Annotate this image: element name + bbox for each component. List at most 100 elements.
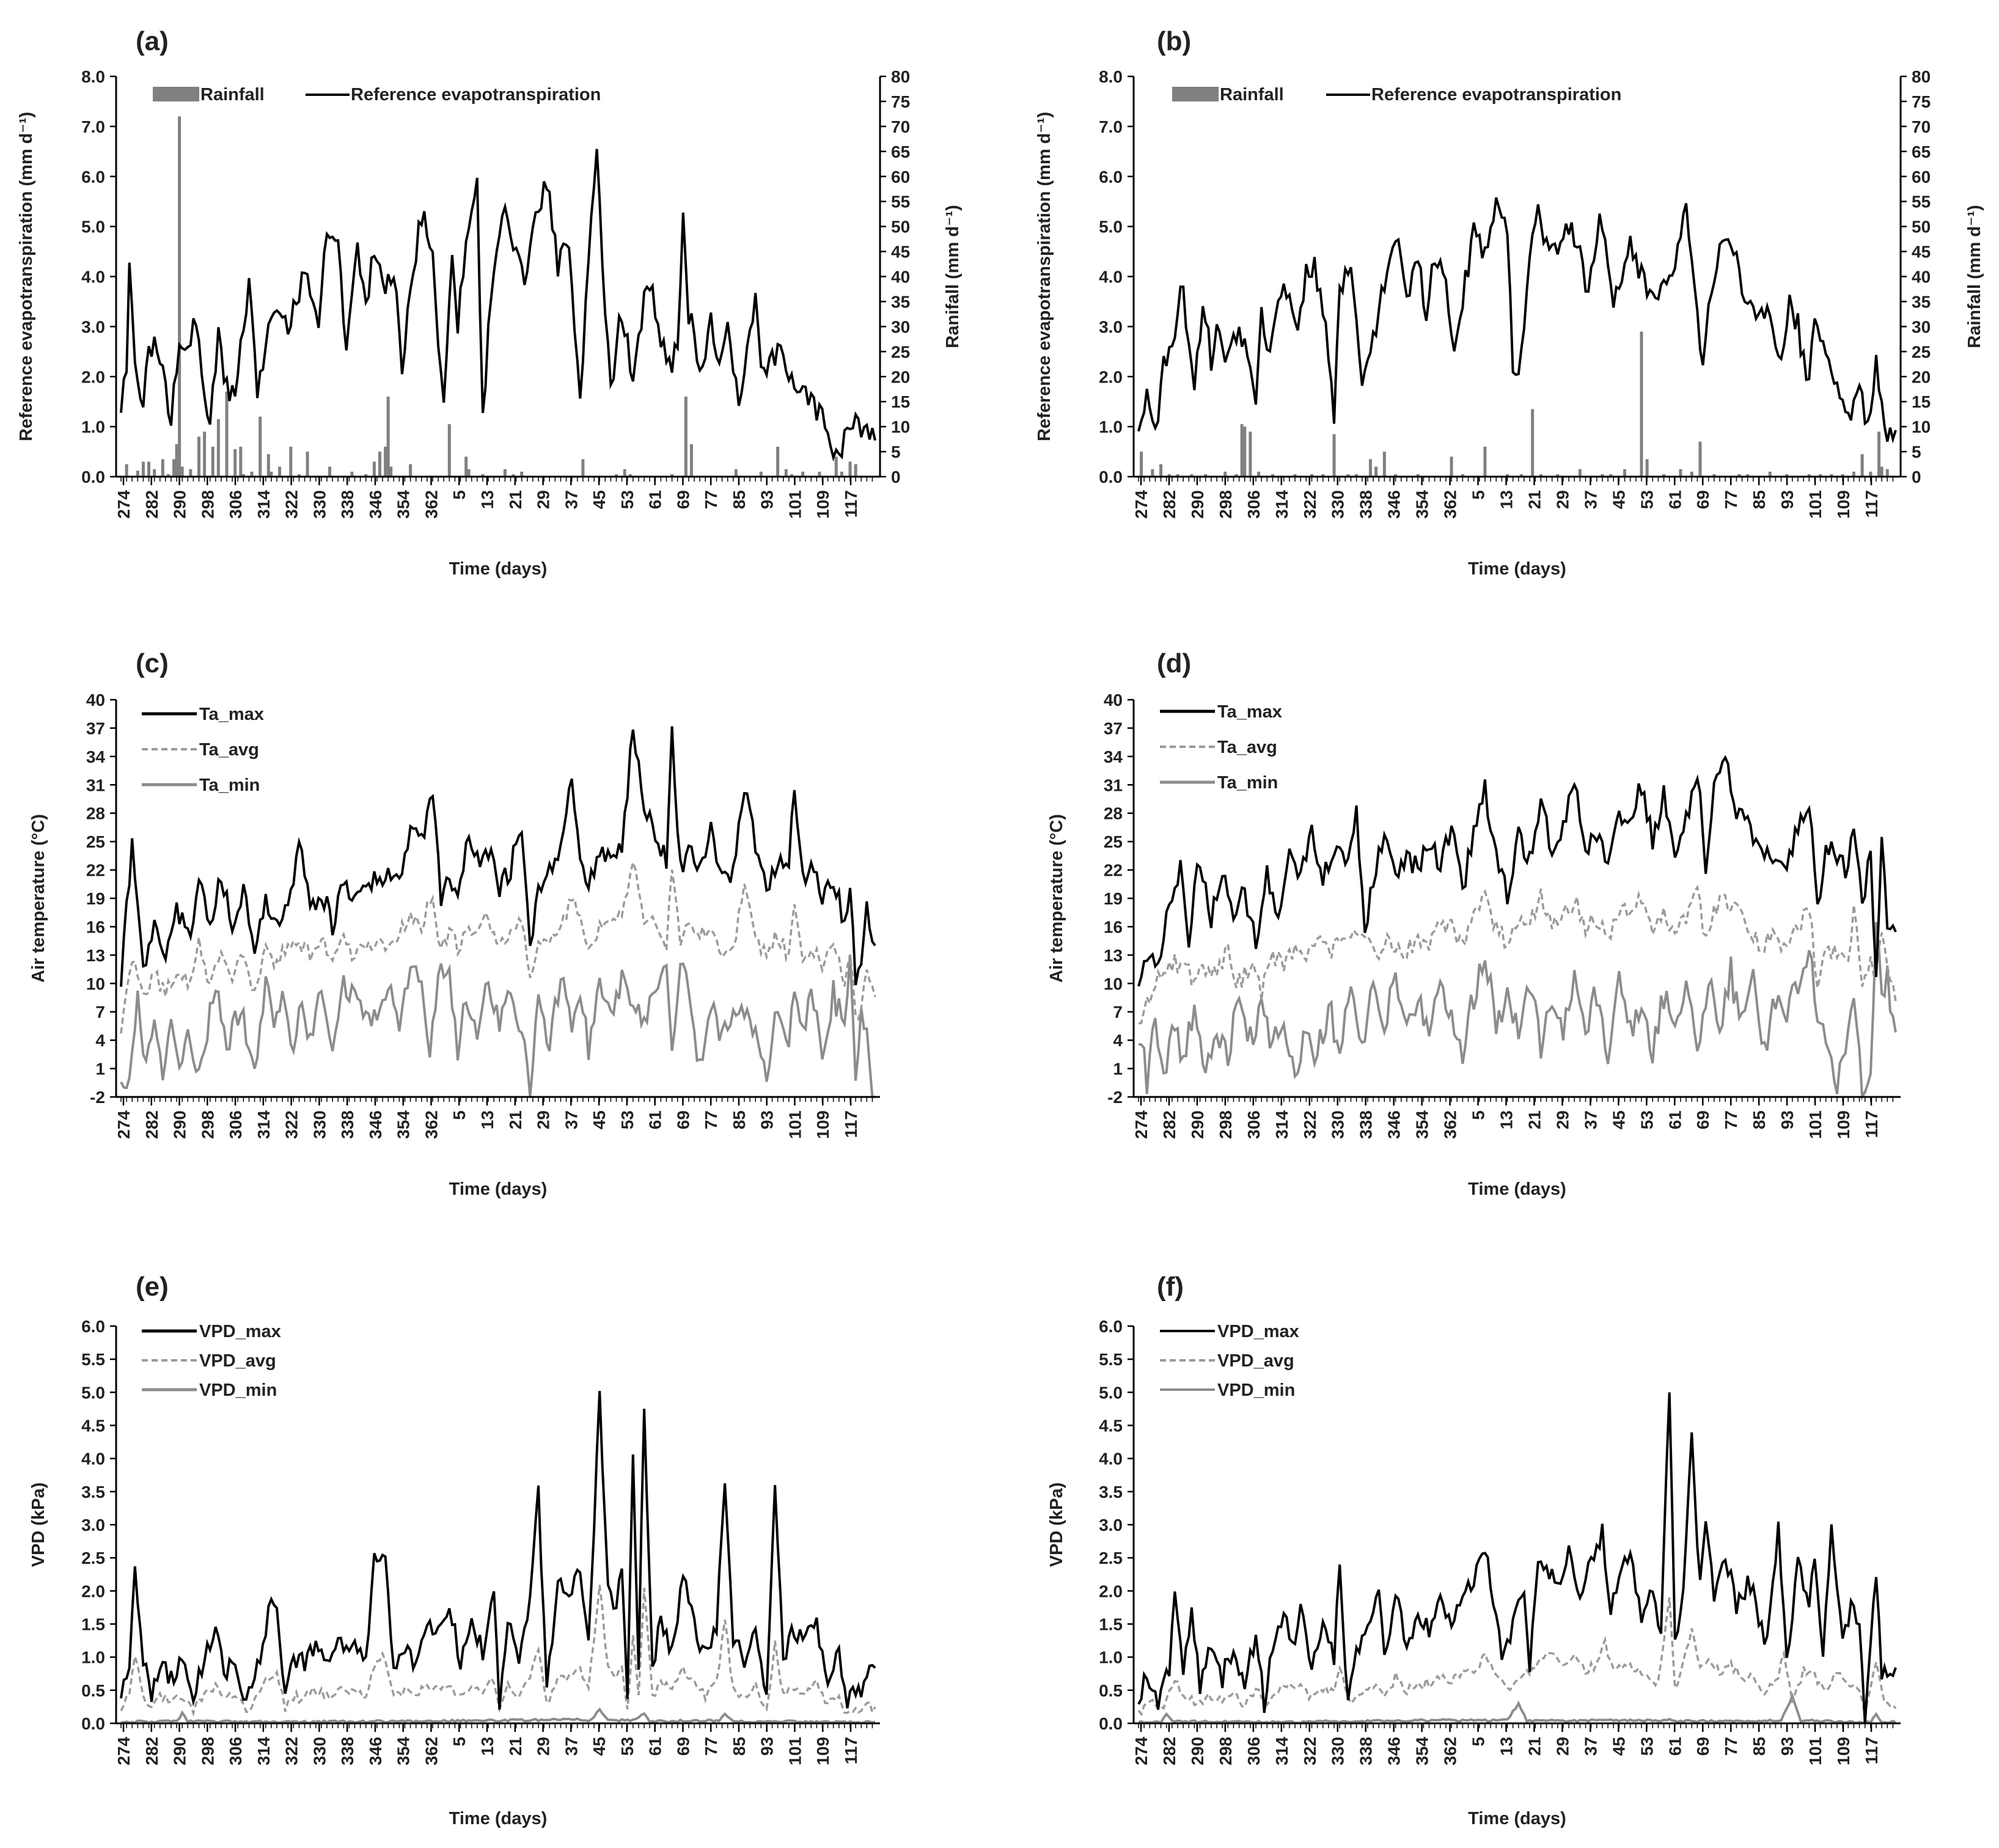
panel-b-xtick-label: 117	[1862, 490, 1881, 518]
panel-a-rainfall-bar	[520, 471, 524, 477]
panel-a-ytick-label: 6.0	[81, 167, 105, 186]
panel-f-legend-avg: VPD_avg	[1217, 1351, 1294, 1371]
panel-d-y-label: Air temperature (°C)	[1047, 814, 1066, 983]
panel-a-rainfall-bar	[818, 471, 821, 477]
panel-e-legend-avg: VPD_avg	[199, 1351, 276, 1371]
panel-a-rainfall-bar	[364, 474, 368, 477]
panel-b-y2tick-label: 55	[1912, 193, 1931, 211]
panel-c-ytick-label: 4	[95, 1031, 105, 1050]
panel-b-y2tick-label: 40	[1912, 268, 1931, 287]
panel-f-xtick-label: 37	[1581, 1737, 1600, 1756]
panel-a-rainfall-bar	[141, 461, 145, 477]
panel-a-y2tick-label: 65	[891, 142, 910, 161]
panel-a-ytick-label: 7.0	[81, 117, 105, 136]
panel-d-xtick-label: 21	[1525, 1110, 1544, 1129]
panel-a-rainfall-bar	[233, 449, 237, 477]
panel-b-rainfall-bar	[1601, 474, 1604, 477]
panel-d-x-label: Time (days)	[1468, 1179, 1566, 1199]
panel-b-rainfall-bar	[1140, 452, 1143, 477]
panel-a-rainfall-bar	[161, 459, 164, 477]
panel-d-ytick-label: 34	[1104, 747, 1123, 766]
panel-f-xtick-label: 13	[1497, 1737, 1516, 1756]
panel-c-xtick-label: 13	[478, 1110, 497, 1129]
panel-a-right-ticks: 0 5 10 15 20 25 30 35 40 45 50 55 60 65 70 75 80	[880, 67, 910, 486]
panel-f-xtick-label: 117	[1862, 1737, 1881, 1764]
panel-a-ytick-label: 0.0	[81, 468, 105, 486]
panel-b-xtick-label: 93	[1778, 490, 1797, 509]
panel-b-rainfall-bar	[1556, 474, 1560, 477]
panel-b-y2tick-label: 80	[1912, 67, 1931, 86]
panel-a-rainfall-bar	[776, 446, 780, 477]
panel-b-y2-label: Rainfall (mm d⁻¹)	[1965, 205, 1984, 348]
panel-b-ytick-label: 3.0	[1099, 317, 1123, 336]
panel-b-xtick-label: 306	[1244, 490, 1263, 519]
panel-b-xtick-label: 322	[1300, 490, 1319, 519]
panel-b-rainfall-bar	[1539, 474, 1542, 477]
panel-b-rainfall-bar	[1519, 474, 1523, 477]
panel-f-ytick-label: 2.0	[1099, 1582, 1123, 1601]
panel-a-rainfall-bar	[447, 424, 451, 477]
panel-e-xtick-label: 338	[338, 1737, 357, 1766]
panel-c-ytick-label: 13	[86, 946, 105, 965]
panel-e-ytick-label: 4.0	[81, 1450, 105, 1469]
panel-c-xtick-label: 346	[366, 1110, 385, 1139]
panel-b-xtick-label: 69	[1693, 490, 1712, 509]
panel-b-xtick-label: 346	[1385, 490, 1404, 519]
panel-a-legend-rainfall-swatch	[153, 87, 199, 101]
panel-a-xtick-label: 77	[702, 490, 721, 509]
panel-a-rainfall-bar	[306, 452, 309, 477]
panel-f-xtick-label: 85	[1750, 1737, 1769, 1756]
panel-b-xtick-label: 338	[1357, 490, 1376, 519]
panel-f-xtick-label: 45	[1609, 1737, 1628, 1756]
panel-b-rainfall-bar	[1869, 471, 1872, 477]
panel-f-x-label: Time (days)	[1468, 1809, 1566, 1828]
panel-b-y2tick-label: 60	[1912, 167, 1931, 186]
panel-e-ytick-label: 2.0	[81, 1582, 105, 1601]
panel-a-rainfall-bar	[512, 474, 515, 477]
panel-a-rainfall-bar	[259, 416, 262, 477]
panel-e-xtick-label: 362	[422, 1737, 441, 1766]
panel-b-ytick-label: 5.0	[1099, 218, 1123, 237]
panel-b-legend: Rainfall Reference evapotranspiration	[1172, 85, 1621, 105]
panel-b-rainfall-bar	[1645, 459, 1649, 477]
panel-e-ytick-label: 0.0	[81, 1714, 105, 1733]
panel-b-xtick-label: 45	[1609, 490, 1628, 509]
panel-f-vpd-max-line	[1137, 1392, 1897, 1724]
panel-b-y2tick-label: 10	[1912, 417, 1931, 436]
panel-d-xtick-label: 274	[1132, 1110, 1151, 1139]
panel-b-xtick-label: 21	[1525, 490, 1544, 509]
panel-d-xtick-label: 53	[1637, 1110, 1656, 1129]
panel-a-rainfall-bar	[581, 459, 585, 477]
panel-f-xtick-label: 338	[1357, 1737, 1376, 1766]
panel-a-rainfall-bar	[125, 464, 128, 477]
panel-b-rainfall-bar	[1190, 474, 1194, 477]
panel-b-rainfall-bar	[1257, 471, 1261, 477]
panel-f-ytick-label: 1.5	[1099, 1615, 1123, 1634]
panel-f-xtick-label: 93	[1778, 1737, 1797, 1756]
panel-c-xtick-label: 77	[702, 1110, 721, 1129]
panel-a-et-line	[120, 148, 876, 462]
panel-e: (e) 0.0 0.5 1.0 1.5 2.0 2.5 3.0 3.5 4.0 4.5 5.0 5.5…	[29, 1272, 880, 1828]
panel-a-xtick-label: 330	[310, 490, 329, 519]
panel-b-rainfall-bar	[1807, 474, 1811, 477]
panel-c-xtick-label: 21	[506, 1110, 525, 1129]
panel-b-rainfall-bar	[1204, 474, 1208, 477]
panel-d-xtick-label: 330	[1329, 1110, 1348, 1139]
panel-f-xtick-label: 29	[1553, 1737, 1572, 1756]
panel-e-xtick-label: 117	[842, 1737, 860, 1764]
panel-b-y2tick-label: 50	[1912, 218, 1931, 237]
panel-b-rainfall-bar	[1159, 464, 1163, 477]
panel-b-rainfall-bar	[1623, 469, 1627, 477]
panel-e-ytick-label: 3.0	[81, 1516, 105, 1535]
panel-e-ytick-label: 3.5	[81, 1483, 105, 1502]
panel-b-xtick-label: 362	[1441, 490, 1460, 519]
panel-b-ytick-label: 2.0	[1099, 367, 1123, 386]
panel-e-legend-max: VPD_max	[199, 1322, 281, 1341]
panel-b-rainfall-bar	[1332, 434, 1336, 477]
panel-e-ytick-label: 6.0	[81, 1317, 105, 1336]
panel-b-ytick-label: 7.0	[1099, 117, 1123, 136]
panel-b-legend-rainfall-swatch	[1172, 87, 1219, 101]
panel-e-ytick-label: 0.5	[81, 1681, 105, 1700]
panel-d-ytick-label: 28	[1104, 804, 1123, 823]
panel-a-rainfall-bar	[328, 466, 332, 477]
